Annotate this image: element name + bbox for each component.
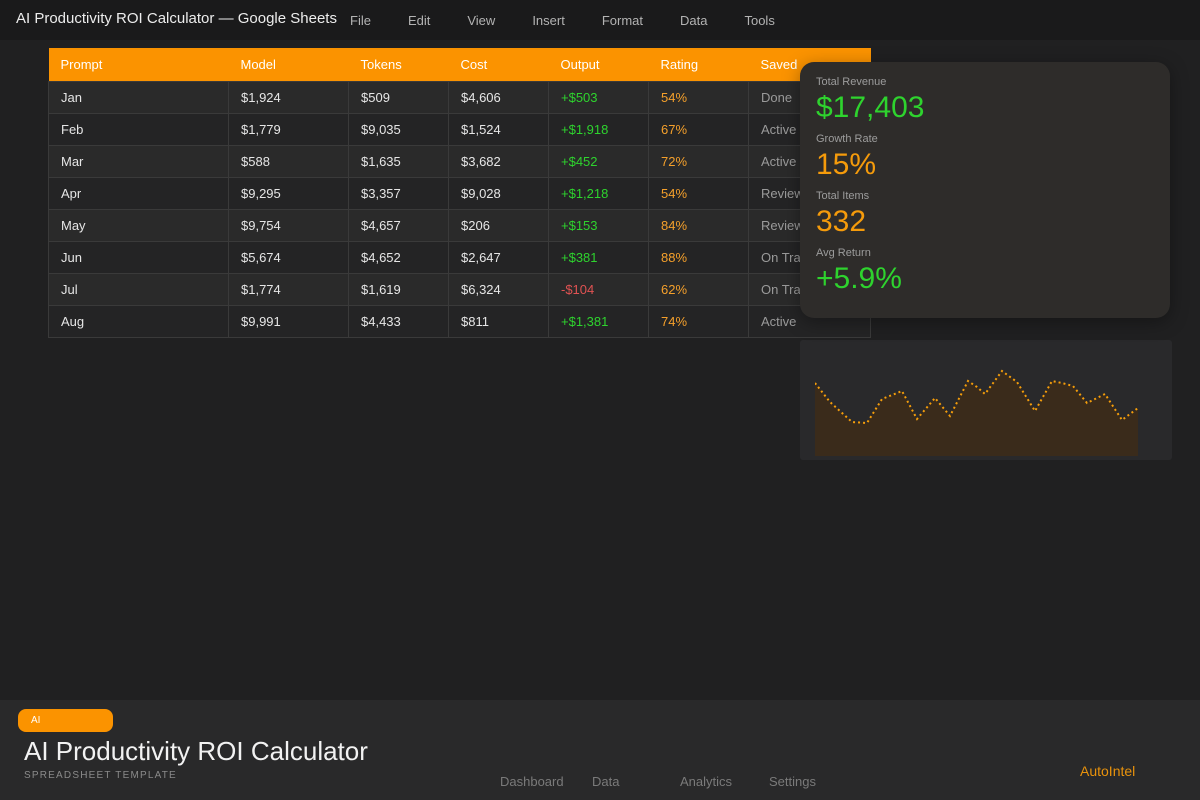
stats-panel: Total Revenue $17,403 Growth Rate 15% To… — [800, 62, 1170, 318]
table-row: Feb $1,779 $9,035 $1,524 +$1,918 67% Act… — [48, 112, 871, 146]
page-subtitle: SPREADSHEET TEMPLATE — [24, 770, 177, 781]
column-header-prompt[interactable]: Prompt — [48, 48, 229, 81]
cell-rating[interactable]: 54% — [648, 80, 749, 114]
cell-output[interactable]: +$1,381 — [548, 304, 649, 338]
cell-output[interactable]: +$381 — [548, 240, 649, 274]
cell-prompt[interactable]: Jul — [48, 272, 229, 306]
column-header-output[interactable]: Output — [548, 48, 649, 81]
cell-rating[interactable]: 67% — [648, 112, 749, 146]
stat-value-growth-rate: 15% — [816, 148, 877, 181]
cell-rating[interactable]: 54% — [648, 176, 749, 210]
cell-prompt[interactable]: Jun — [48, 240, 229, 274]
table-row: Jul $1,774 $1,619 $6,324 -$104 62% On Tr… — [48, 272, 871, 306]
sparkline-line — [815, 369, 1139, 425]
cell-tokens[interactable]: $4,433 — [348, 304, 449, 338]
menu-item-file[interactable]: File — [350, 12, 371, 28]
stat-label-total-revenue: Total Revenue — [816, 76, 887, 88]
menu-item-format[interactable]: Format — [601, 12, 643, 28]
stat-label-avg-return: Avg Return — [816, 247, 871, 259]
cell-output[interactable]: +$1,918 — [548, 112, 649, 146]
stat-label-growth-rate: Growth Rate — [816, 133, 878, 145]
stat-label-total-items: Total Items — [816, 190, 870, 202]
sparkline-panel — [800, 340, 1172, 460]
menu-item-edit[interactable]: Edit — [407, 12, 431, 28]
nav-item-analytics[interactable]: Analytics — [680, 774, 733, 789]
cell-prompt[interactable]: Feb — [48, 112, 229, 146]
cell-model[interactable]: $9,991 — [228, 304, 349, 338]
column-header-cost[interactable]: Cost — [448, 48, 549, 81]
window-title: AI Productivity ROI Calculator — Google … — [16, 10, 337, 27]
nav-item-data[interactable]: Data — [592, 774, 620, 789]
footer-nav: Dashboard Data Analytics Settings — [500, 774, 816, 789]
cell-model[interactable]: $9,295 — [228, 176, 349, 210]
page-title: AI Productivity ROI Calculator — [24, 736, 368, 766]
cell-tokens[interactable]: $4,652 — [348, 240, 449, 274]
menu-bar: File Edit View Insert Format Data Tools — [350, 0, 775, 40]
footer-bar: AI AI Productivity ROI Calculator SPREAD… — [0, 700, 1200, 800]
cell-tokens[interactable]: $9,035 — [348, 112, 449, 146]
cell-output[interactable]: +$1,218 — [548, 176, 649, 210]
cell-model[interactable]: $1,774 — [228, 272, 349, 306]
stat-value-total-items: 332 — [816, 205, 867, 238]
cell-prompt[interactable]: Aug — [48, 304, 229, 338]
table-row: Mar $588 $1,635 $3,682 +$452 72% Active — [48, 144, 871, 178]
column-header-model[interactable]: Model — [228, 48, 349, 81]
cell-tokens[interactable]: $1,635 — [348, 144, 449, 178]
brand-logo: AutoIntel — [1080, 763, 1136, 779]
cell-model[interactable]: $9,754 — [228, 208, 349, 242]
stat-value-total-revenue: $17,403 — [816, 91, 925, 124]
title-bar: AI Productivity ROI Calculator — Google … — [0, 0, 1200, 40]
table-row: Apr $9,295 $3,357 $9,028 +$1,218 54% Rev… — [48, 176, 871, 210]
cell-model[interactable]: $1,779 — [228, 112, 349, 146]
cell-rating[interactable]: 74% — [648, 304, 749, 338]
cell-tokens[interactable]: $1,619 — [348, 272, 449, 306]
cell-rating[interactable]: 88% — [648, 240, 749, 274]
cell-tokens[interactable]: $509 — [348, 80, 449, 114]
menu-item-insert[interactable]: Insert — [532, 12, 565, 28]
nav-item-dashboard[interactable]: Dashboard — [500, 774, 564, 789]
cell-output[interactable]: -$104 — [548, 272, 649, 306]
cell-cost[interactable]: $1,524 — [448, 112, 549, 146]
sparkline-chart — [815, 369, 1139, 456]
cell-cost[interactable]: $6,324 — [448, 272, 549, 306]
cell-cost[interactable]: $811 — [448, 304, 549, 338]
cell-prompt[interactable]: Apr — [48, 176, 229, 210]
table-row: May $9,754 $4,657 $206 +$153 84% Review — [48, 208, 871, 242]
cell-cost[interactable]: $4,606 — [448, 80, 549, 114]
stat-value-avg-return: +5.9% — [816, 262, 902, 295]
cell-prompt[interactable]: May — [48, 208, 229, 242]
nav-item-settings[interactable]: Settings — [769, 774, 816, 789]
cell-output[interactable]: +$503 — [548, 80, 649, 114]
table-row: Aug $9,991 $4,433 $811 +$1,381 74% Activ… — [48, 304, 871, 338]
menu-item-tools[interactable]: Tools — [744, 12, 775, 28]
cell-prompt[interactable]: Jan — [48, 80, 229, 114]
cell-model[interactable]: $1,924 — [228, 80, 349, 114]
cell-output[interactable]: +$452 — [548, 144, 649, 178]
cell-model[interactable]: $588 — [228, 144, 349, 178]
cell-prompt[interactable]: Mar — [48, 144, 229, 178]
cell-cost[interactable]: $3,682 — [448, 144, 549, 178]
menu-item-view[interactable]: View — [467, 12, 496, 28]
table-row: Jan $1,924 $509 $4,606 +$503 54% Done — [48, 80, 871, 114]
column-header-tokens[interactable]: Tokens — [348, 48, 449, 81]
cell-rating[interactable]: 84% — [648, 208, 749, 242]
cell-cost[interactable]: $2,647 — [448, 240, 549, 274]
table-header-row: Prompt Model Tokens Cost Output Rating S… — [48, 48, 871, 81]
cell-tokens[interactable]: $3,357 — [348, 176, 449, 210]
cell-model[interactable]: $5,674 — [228, 240, 349, 274]
cell-rating[interactable]: 62% — [648, 272, 749, 306]
cell-output[interactable]: +$153 — [548, 208, 649, 242]
cell-tokens[interactable]: $4,657 — [348, 208, 449, 242]
spreadsheet-table: Prompt Model Tokens Cost Output Rating S… — [48, 48, 871, 338]
cell-cost[interactable]: $206 — [448, 208, 549, 242]
table-row: Jun $5,674 $4,652 $2,647 +$381 88% On Tr… — [48, 240, 871, 274]
menu-item-data[interactable]: Data — [680, 12, 708, 28]
sparkline-area — [815, 371, 1138, 456]
cell-cost[interactable]: $9,028 — [448, 176, 549, 210]
column-header-rating[interactable]: Rating — [648, 48, 749, 81]
ai-badge: AI — [18, 709, 113, 732]
cell-rating[interactable]: 72% — [648, 144, 749, 178]
